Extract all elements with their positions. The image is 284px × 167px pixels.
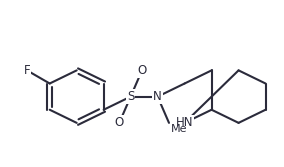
Text: S: S <box>127 90 134 103</box>
Text: F: F <box>24 64 30 77</box>
Text: HN: HN <box>176 116 193 129</box>
Text: O: O <box>137 64 147 77</box>
Text: O: O <box>115 116 124 129</box>
Text: N: N <box>153 90 162 103</box>
Text: Me: Me <box>170 124 187 134</box>
